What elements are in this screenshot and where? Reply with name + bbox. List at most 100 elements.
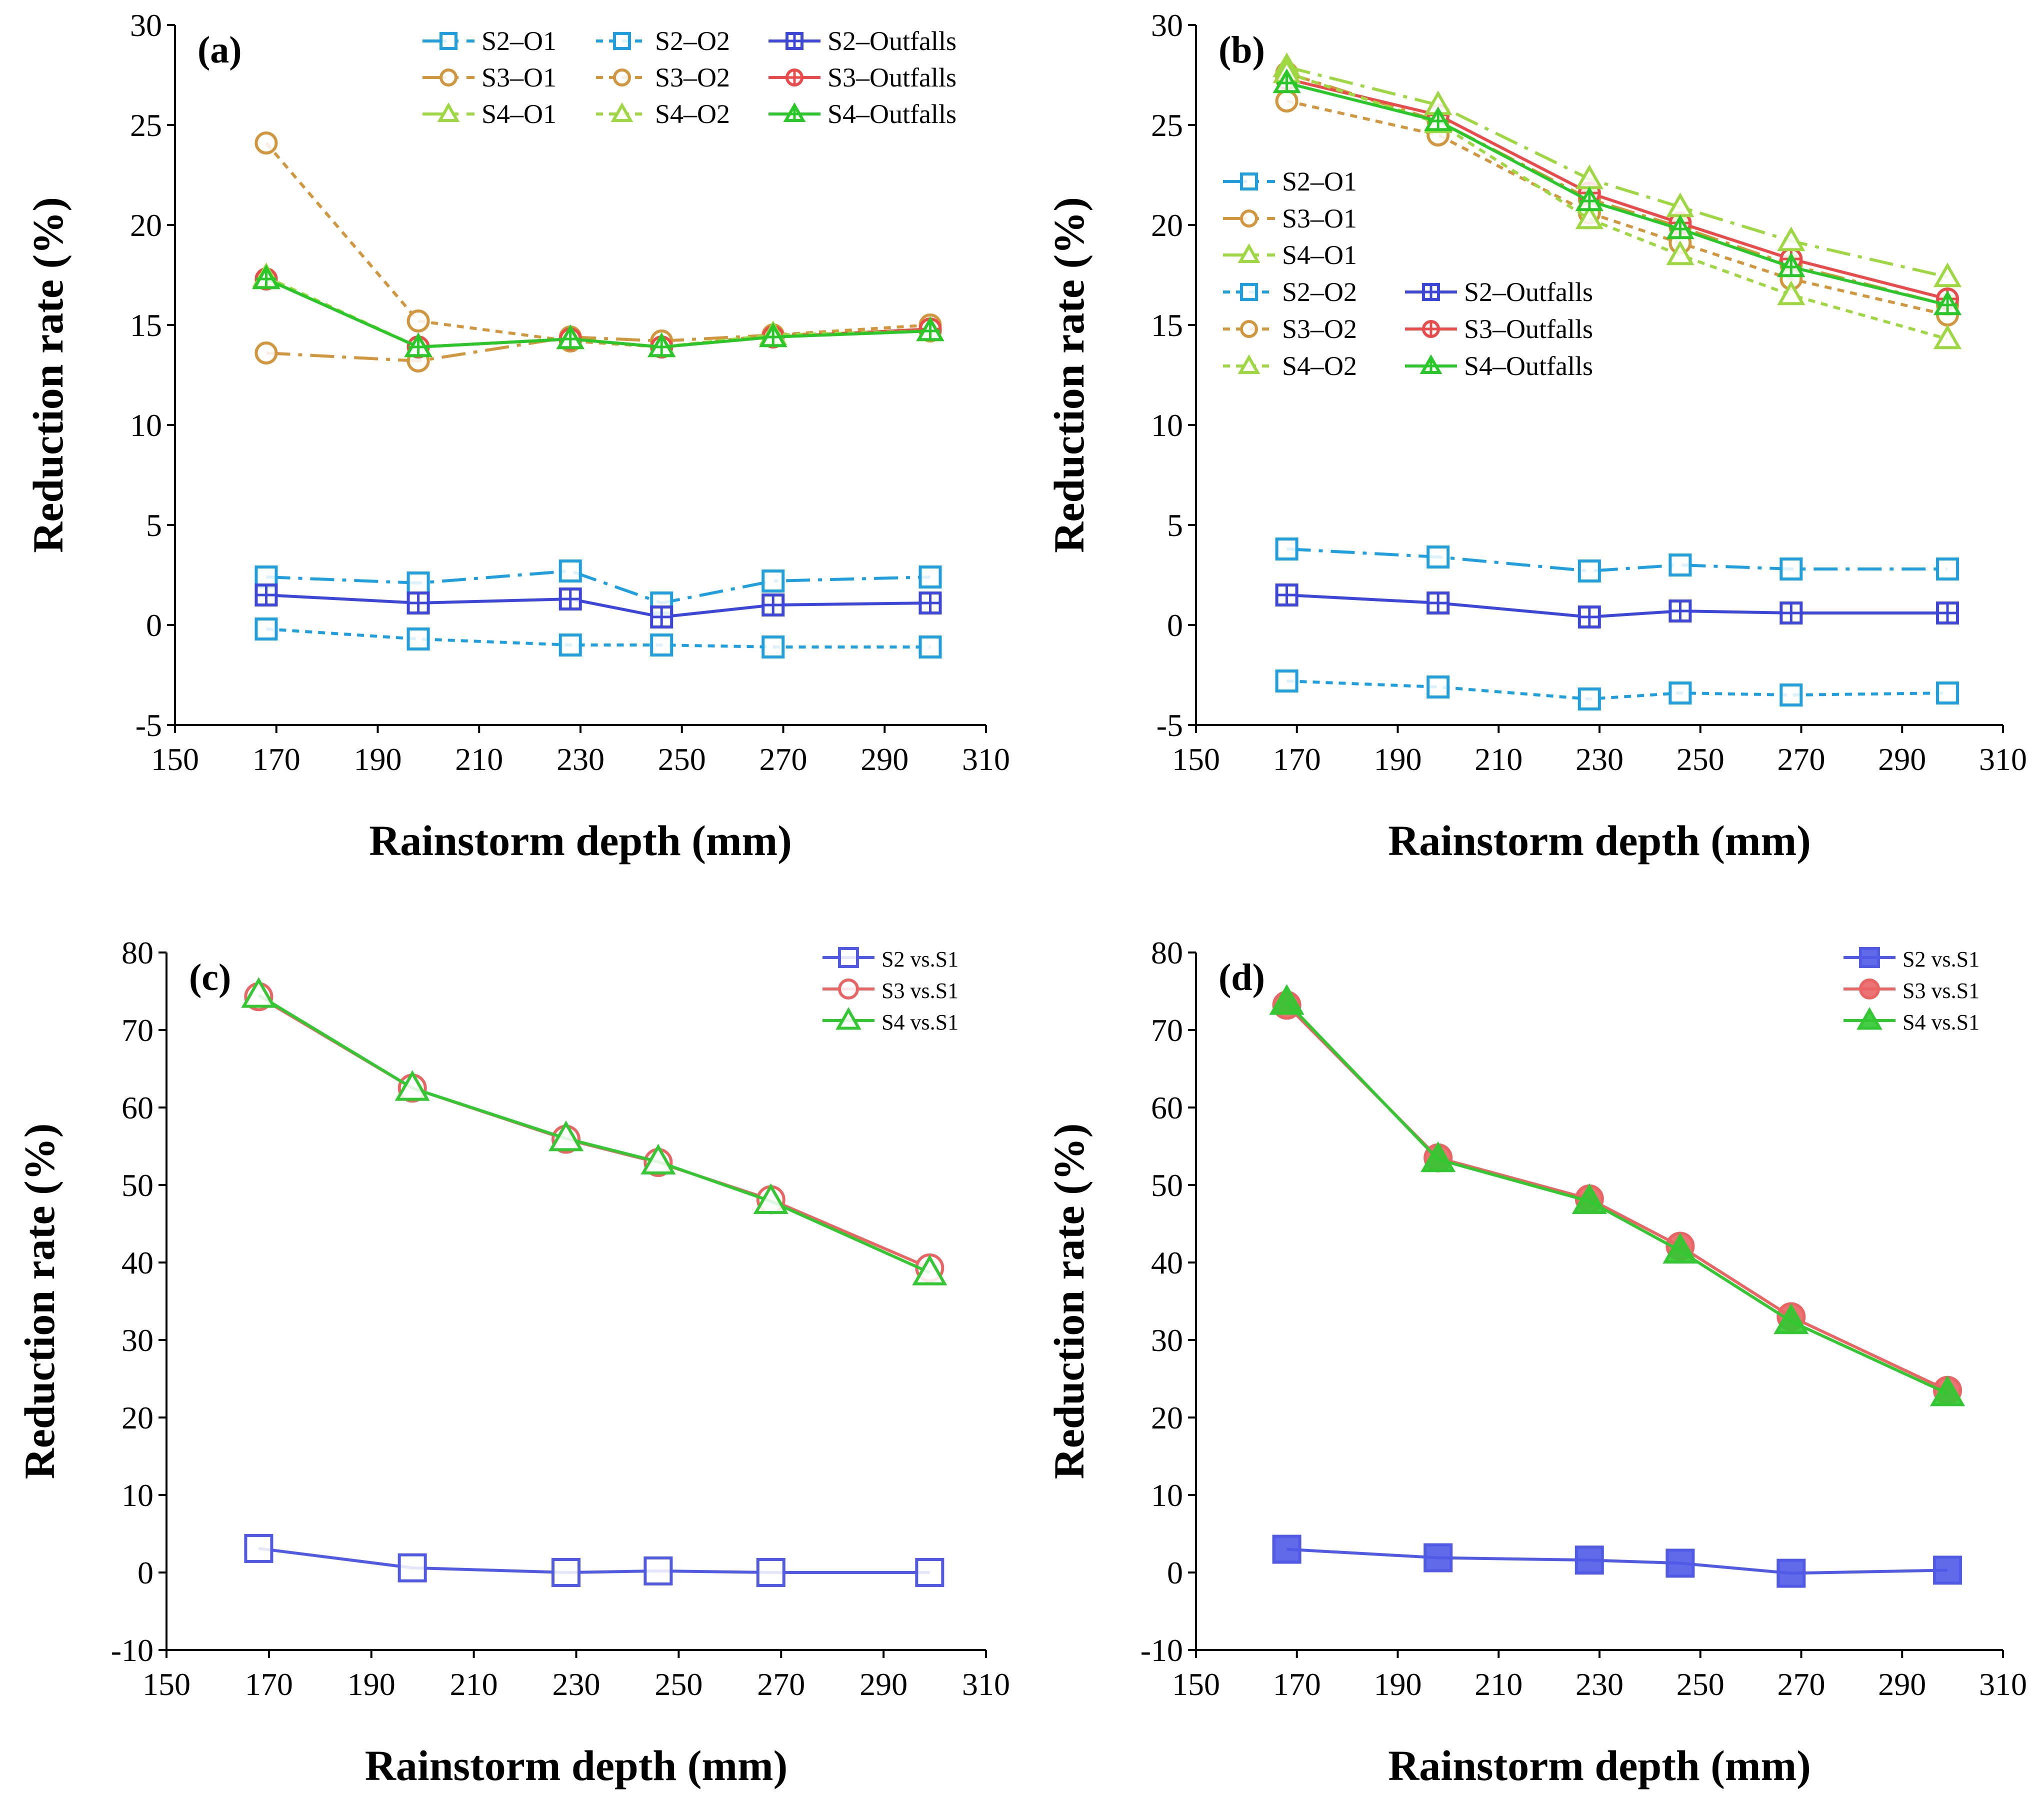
legend-label: S3 vs.S1 — [882, 978, 958, 1003]
legend-entry: S4–O2 — [596, 99, 730, 129]
x-tick-label: 290 — [1878, 1666, 1926, 1702]
panel-label: (d) — [1218, 956, 1265, 998]
legend-entry: S4 vs.S1 — [1844, 1007, 1980, 1034]
legend-entry: S3–O2 — [1223, 314, 1357, 344]
series-line — [266, 628, 930, 648]
y-tick-label: -5 — [136, 708, 162, 743]
data-point — [1426, 676, 1450, 698]
panel-label: (a) — [198, 29, 242, 71]
legend-entry: S2–O1 — [422, 26, 556, 56]
series-S2–O2 — [1275, 670, 1960, 710]
y-tick-label: -10 — [111, 1632, 154, 1668]
data-point — [1575, 164, 1604, 190]
data-point — [1426, 546, 1450, 568]
data-point — [1578, 688, 1601, 710]
series-line — [266, 594, 930, 619]
legend-label: S3–Outfalls — [828, 62, 956, 92]
x-tick-label: 170 — [1273, 1666, 1321, 1702]
y-tick-label: -5 — [1156, 708, 1183, 743]
data-point — [1572, 1183, 1607, 1214]
y-tick-label: 20 — [1151, 1400, 1183, 1436]
series-line — [1286, 548, 1948, 573]
y-tick-label: 60 — [1151, 1090, 1183, 1126]
x-tick-label: 230 — [1576, 1666, 1624, 1702]
data-point — [1936, 558, 1960, 580]
legend-entry: S3–O1 — [422, 62, 556, 92]
series-S3–Outfalls — [254, 268, 942, 358]
legend-entry: S4–Outfalls — [768, 99, 956, 129]
x-tick-label: 290 — [1878, 742, 1926, 777]
x-tick-label: 210 — [450, 1666, 498, 1702]
legend-entry: S2 vs.S1 — [822, 947, 958, 972]
data-point — [1272, 1534, 1302, 1564]
series-line — [1286, 1001, 1948, 1395]
legend-entry: S3–Outfalls — [1405, 314, 1593, 344]
data-point — [1662, 1232, 1698, 1264]
legend: S2 vs.S1 S3 vs.S1 S4 vs.S1 — [1844, 947, 1980, 1034]
x-tick-label: 270 — [1778, 1666, 1826, 1702]
data-point — [1575, 204, 1604, 230]
data-point — [398, 1553, 427, 1582]
y-axis-label: Reduction rate (%) — [16, 1124, 64, 1480]
x-tick-label: 270 — [757, 1666, 805, 1702]
legend-label: S4 vs.S1 — [882, 1010, 958, 1034]
legend-entry: S3 vs.S1 — [1844, 978, 1980, 1003]
data-point — [1933, 262, 1962, 288]
x-tick-label: 170 — [1273, 742, 1321, 777]
series-line — [266, 278, 930, 349]
series-S2–O1 — [1275, 538, 1960, 582]
y-tick-label: 10 — [1151, 408, 1183, 443]
x-tick-label: 230 — [1576, 742, 1624, 777]
data-point — [1574, 1546, 1604, 1575]
legend-label: S4 vs.S1 — [1902, 1010, 1980, 1034]
y-tick-label: 70 — [1151, 1012, 1183, 1048]
data-point — [650, 634, 674, 656]
data-point — [241, 977, 276, 1008]
x-tick-label: 190 — [1374, 1666, 1422, 1702]
data-point — [1578, 560, 1601, 582]
legend-entry: S4–O1 — [1223, 240, 1357, 270]
series-S3 vs.S1 — [1272, 990, 1962, 1405]
legend-label: S3 vs.S1 — [1902, 978, 1980, 1003]
x-tick-label: 150 — [142, 1666, 190, 1702]
data-point — [1420, 1141, 1456, 1172]
x-tick-label: 250 — [658, 742, 706, 777]
legend-label: S3–O1 — [482, 62, 556, 92]
data-point — [1776, 1558, 1806, 1588]
x-tick-label: 310 — [1979, 1666, 2027, 1702]
legend-entry: S4–O2 — [1223, 351, 1357, 381]
data-point — [1933, 1556, 1962, 1585]
y-tick-label: 10 — [1151, 1478, 1183, 1513]
data-point — [644, 1556, 673, 1586]
panel-0: 150 170 190 210 230 250 270 290 310 -5 0 5 10 15 20 25 3… — [24, 8, 1010, 864]
panel-label: (b) — [1218, 29, 1265, 71]
series-line — [1286, 1548, 1948, 1575]
legend-label: S2–O2 — [655, 26, 730, 56]
series-S2 vs.S1 — [1272, 1534, 1962, 1588]
data-point — [254, 132, 278, 154]
series-S2 vs.S1 — [244, 1534, 944, 1587]
legend-label: S2–Outfalls — [1464, 277, 1593, 307]
legend-marker — [1859, 947, 1880, 968]
y-tick-label: 15 — [130, 308, 162, 343]
legend-entry: S4 vs.S1 — [822, 1007, 958, 1034]
series-line — [266, 569, 930, 605]
legend-marker — [1240, 172, 1258, 190]
y-tick-label: -10 — [1140, 1632, 1183, 1668]
series-line — [265, 142, 930, 349]
series-line — [1286, 78, 1948, 300]
data-point — [406, 628, 430, 650]
legend-marker — [838, 947, 859, 968]
series-line — [1286, 72, 1948, 306]
series-line — [266, 276, 930, 349]
x-tick-label: 170 — [252, 742, 300, 777]
data-point — [1930, 1376, 1966, 1406]
y-tick-label: 40 — [122, 1245, 154, 1280]
legend-entry: S2–O2 — [1223, 277, 1357, 307]
legend-marker — [1856, 1007, 1882, 1030]
legend-marker — [1240, 210, 1258, 228]
data-point — [1269, 984, 1304, 1015]
x-axis-label: Rainstorm depth (mm) — [365, 1742, 788, 1790]
legend-entry: S3–O1 — [1223, 204, 1357, 234]
y-tick-label: 30 — [130, 8, 162, 43]
